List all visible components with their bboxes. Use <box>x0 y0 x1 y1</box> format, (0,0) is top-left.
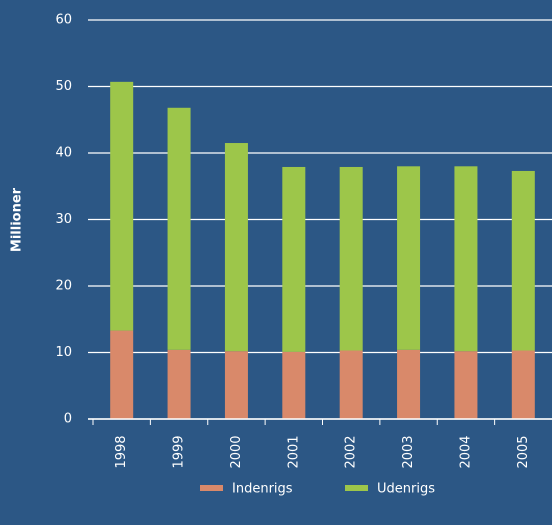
legend-swatch <box>345 485 368 491</box>
y-tick-label: 60 <box>55 13 72 28</box>
bar-segment <box>224 351 248 419</box>
x-tick-label: 2004 <box>458 435 473 468</box>
legend-label: Indenrigs <box>232 482 293 497</box>
x-tick-label: 2000 <box>229 435 244 468</box>
bar-segment <box>397 349 421 419</box>
y-tick-label: 30 <box>55 212 72 227</box>
bar-segment <box>282 166 306 352</box>
bar-segment <box>339 166 363 351</box>
bar-segment <box>511 350 535 419</box>
bar-segment <box>167 107 191 350</box>
bar-segment <box>167 349 191 419</box>
y-tick-label: 0 <box>64 412 72 427</box>
bar-segment <box>454 166 478 352</box>
y-axis-label: Millioner <box>10 187 25 252</box>
bar-segment <box>110 81 134 331</box>
y-tick-label: 50 <box>55 79 72 94</box>
legend-label: Udenrigs <box>377 482 435 497</box>
legend-swatch <box>200 485 223 491</box>
bar-segment <box>454 351 478 419</box>
y-tick-label: 10 <box>55 345 72 360</box>
x-tick-label: 2005 <box>516 435 531 468</box>
y-tick-label: 40 <box>55 146 72 161</box>
bar-segment <box>339 350 363 419</box>
x-tick-label: 2001 <box>286 435 301 468</box>
bar-segment <box>397 166 421 350</box>
x-tick-label: 1998 <box>114 435 129 468</box>
bar-segment <box>110 330 134 419</box>
bar-segment <box>511 170 535 351</box>
x-tick-label: 2003 <box>401 435 416 468</box>
x-tick-label: 1999 <box>172 435 187 468</box>
x-tick-label: 2002 <box>344 435 359 468</box>
bar-segment <box>224 143 248 352</box>
bar-segment <box>282 351 306 419</box>
y-tick-label: 20 <box>55 279 72 294</box>
